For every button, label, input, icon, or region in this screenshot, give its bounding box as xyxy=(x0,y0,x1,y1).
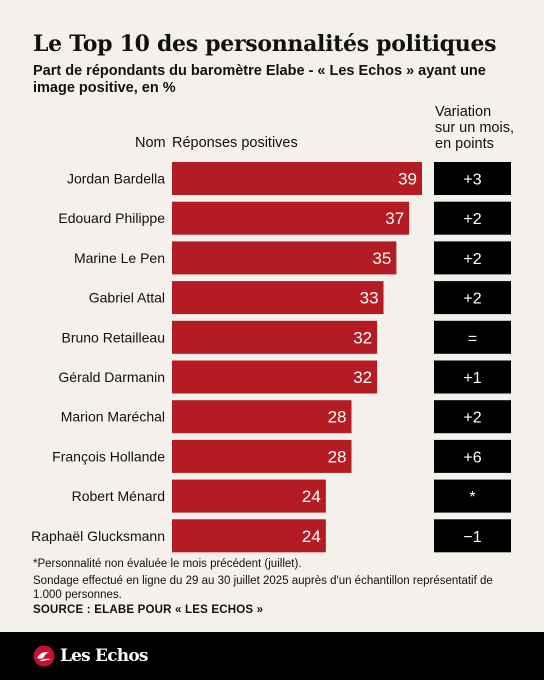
variation-box xyxy=(434,162,511,195)
bar-chart: Jordan Bardella 39 +3 Edouard Philippe 37 +2 M… xyxy=(31,162,511,553)
variation-value: +3 xyxy=(463,172,481,189)
variation-value: +2 xyxy=(463,410,481,427)
variation-box xyxy=(434,281,511,315)
footnote: *Personnalité non évaluée le mois précéd… xyxy=(33,558,302,570)
source-line: SOURCE : ELABE POUR « LES ECHOS » xyxy=(33,604,264,616)
variation-value: * xyxy=(469,489,475,506)
variation-header-line: en points xyxy=(435,136,494,152)
variation-box xyxy=(434,400,511,434)
chart-subtitle: Part de répondants du baromètre Elabe - … xyxy=(33,63,486,96)
bar xyxy=(172,241,397,275)
bar xyxy=(172,281,384,315)
variation-value: +2 xyxy=(463,211,481,228)
category-label: Gérald Darmanin xyxy=(58,369,165,385)
brand-name: Les Echos xyxy=(60,646,148,666)
variation-box xyxy=(434,360,511,394)
bar xyxy=(172,162,422,195)
variation-value: +6 xyxy=(463,449,481,466)
bar xyxy=(172,320,378,354)
bar-value-label: 37 xyxy=(385,209,404,228)
bar-value-label: 24 xyxy=(302,527,321,546)
bar-value-label: 24 xyxy=(302,487,321,506)
category-label: Gabriel Attal xyxy=(89,290,165,306)
bar-value-label: 28 xyxy=(328,447,347,466)
variation-value: −1 xyxy=(463,529,481,546)
variation-box xyxy=(434,320,511,354)
name-column-header: Nom xyxy=(135,135,166,151)
variation-column-header: Variation sur un mois, en points xyxy=(435,104,514,152)
category-label: Marine Le Pen xyxy=(74,250,165,266)
category-label: François Hollande xyxy=(52,448,165,464)
variation-value: +2 xyxy=(463,251,481,268)
bar xyxy=(172,519,326,553)
les-echos-logo-icon xyxy=(33,645,55,667)
footer-bar: Les Echos xyxy=(0,632,544,680)
category-label: Jordan Bardella xyxy=(67,171,165,187)
bar-value-label: 33 xyxy=(360,289,379,308)
responses-column-header: Réponses positives xyxy=(172,135,298,151)
bar-value-label: 39 xyxy=(398,170,417,189)
category-label: Robert Ménard xyxy=(72,488,165,504)
bar xyxy=(172,360,378,394)
variation-value: +1 xyxy=(463,370,481,387)
variation-header-line: sur un mois, xyxy=(435,120,514,136)
variation-header-line: Variation xyxy=(435,104,492,120)
variation-box xyxy=(434,201,511,235)
variation-box xyxy=(434,519,511,553)
bar-value-label: 28 xyxy=(328,408,347,427)
variation-box xyxy=(434,479,511,513)
bar xyxy=(172,479,326,513)
variation-value: +2 xyxy=(463,291,481,308)
category-label: Edouard Philippe xyxy=(58,210,165,226)
bar-value-label: 32 xyxy=(353,328,372,347)
bar xyxy=(172,201,410,235)
category-label: Raphaël Glucksmann xyxy=(31,528,165,544)
variation-box xyxy=(434,439,511,473)
category-label: Marion Maréchal xyxy=(61,409,165,425)
methodology-note: Sondage effectué en ligne du 29 au 30 ju… xyxy=(33,575,493,601)
variation-value: = xyxy=(468,330,477,347)
bar-value-label: 32 xyxy=(353,368,372,387)
bar xyxy=(172,400,352,434)
bar-value-label: 35 xyxy=(372,249,391,268)
chart-title: Le Top 10 des personnalités politiques xyxy=(33,31,497,57)
bar xyxy=(172,439,352,473)
category-label: Bruno Retailleau xyxy=(61,329,165,345)
variation-box xyxy=(434,241,511,275)
